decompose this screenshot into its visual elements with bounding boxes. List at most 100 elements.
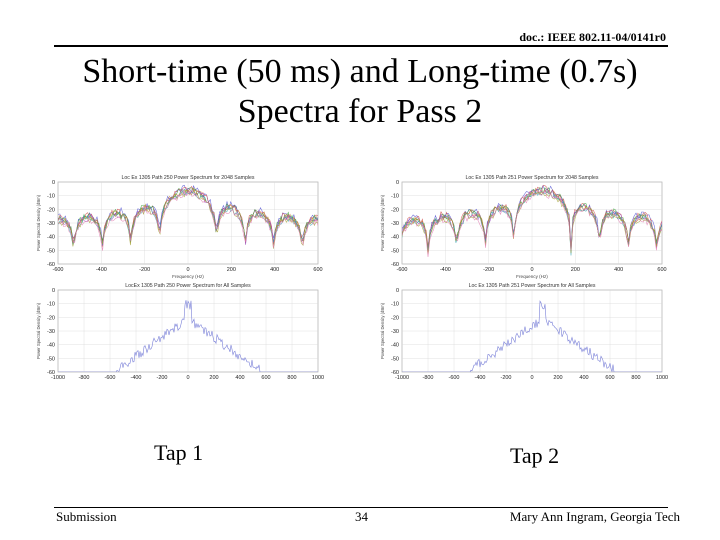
footer-page-number: 34 [355,509,368,524]
tap1-short-plot: Loc Ex 1305 Path 250 Power Spectrum for … [36,175,323,279]
tap1-short-xlabel: Frequency (Hz) [172,274,204,279]
caption-tap1: Tap 1 [154,440,204,465]
tap1-short-ytick: -30 [47,221,55,227]
tap2-short-xtick: -600 [396,267,407,273]
tap1-long-xtick: 200 [209,375,218,381]
tap1-long-xtick: -1000 [51,375,65,381]
tap1-long-plot: LocEx 1305 Path 250 Power Spectrum for A… [36,283,324,381]
tap2-long-xtick: 0 [530,375,533,381]
tap1-long-xtick: -800 [78,375,89,381]
tap2-short-ytick: -60 [391,262,399,268]
tap1-long-ytick: -30 [47,329,55,335]
tap1-short-xtick: -400 [96,267,107,273]
tap1-long-ytick: -10 [47,302,55,308]
tap2-long-xtick: -200 [500,375,511,381]
tap1-short-ytick: 0 [52,180,55,186]
tap2-long-ytick: -60 [391,370,399,376]
tap2-long-ytick: -40 [391,343,399,349]
tap1-long-ytick: -60 [47,370,55,376]
tap2-long-ylabel: Power Spectral Density (dBm) [380,302,385,359]
tap2-long-xtick: 800 [631,375,640,381]
document-id: doc.: IEEE 802.11-04/0141r0 [519,30,666,44]
tap1-short-trace [58,189,318,249]
tap2-long-xtick: -400 [474,375,485,381]
tap2-short-trace [402,185,662,251]
tap2-short-trace [402,191,662,255]
tap1-long-ytick: 0 [52,288,55,294]
tap1-short-ytick: -60 [47,262,55,268]
tap1-long-xtick: 600 [261,375,270,381]
tap2-short-ytick: -50 [391,248,399,254]
tap2-short-trace [402,188,662,251]
tap2-long-xtick: 600 [605,375,614,381]
tap2-short-xtick: 200 [571,267,580,273]
tap1-short-xtick: 200 [227,267,236,273]
tap2-short-xtick: 0 [530,267,533,273]
tap1-short-ytick: -50 [47,248,55,254]
tap1-short-xtick: 0 [186,267,189,273]
spectrum-figure-2: Loc Ex 1305 Path 251 Power Spectrum for … [380,175,668,381]
tap2-long-ytick: -10 [391,302,399,308]
tap1-long-xtick: -200 [156,375,167,381]
tap2-short-ytick: -30 [391,221,399,227]
tap1-long-xtick: 800 [287,375,296,381]
tap2-long-ytick: 0 [396,288,399,294]
tap2-short-trace [402,187,662,254]
tap1-short-ytick: -40 [47,235,55,241]
tap2-short-xtick: 400 [614,267,623,273]
tap2-short-xlabel: Frequency (Hz) [516,274,548,279]
slide-title: Short-time (50 ms) and Long-time (0.7s) … [82,53,638,130]
tap2-long-xtick: -1000 [395,375,409,381]
figure-tap2: Loc Ex 1305 Path 251 Power Spectrum for … [372,170,678,382]
tap2-long-ytick: -30 [391,329,399,335]
tap2-short-ytick: 0 [396,180,399,186]
tap1-long-xtick: -400 [130,375,141,381]
tap2-long-xtick: 400 [579,375,588,381]
figure-tap1: Loc Ex 1305 Path 250 Power Spectrum for … [28,170,334,382]
tap2-short-ytick: -40 [391,235,399,241]
tap2-long-xtick: 1000 [656,375,668,381]
slide-header: doc.: IEEE 802.11-04/0141r0 [54,30,668,47]
tap2-long-xtick: -600 [448,375,459,381]
tap2-long-plot: Loc Ex 1305 Path 251 Power Spectrum for … [380,283,668,381]
tap1-long-ytick: -20 [47,315,55,321]
tap1-short-xtick: -600 [52,267,63,273]
tap1-long-xtick: -600 [104,375,115,381]
tap1-long-xtick: 1000 [312,375,324,381]
tap2-short-xtick: -400 [440,267,451,273]
tap1-long-trace [58,300,318,372]
tap1-short-trace [58,184,318,243]
header-rule [54,45,668,47]
tap2-short-plot: Loc Ex 1305 Path 251 Power Spectrum for … [380,175,667,279]
tap2-short-xtick: -200 [483,267,494,273]
tap1-short-ytick: -20 [47,207,55,213]
tap2-long-xtick: 200 [553,375,562,381]
tap2-short-trace [402,189,662,258]
tap1-long-ylabel: Power Spectral Density (dBm) [36,302,41,359]
tap2-short-ytick: -10 [391,194,399,200]
tap2-short-trace [402,190,662,256]
spectrum-figure-1: Loc Ex 1305 Path 250 Power Spectrum for … [36,175,324,381]
tap2-long-title: Loc Ex 1305 Path 251 Power Spectrum for … [469,283,596,289]
tap2-long-trace [402,300,662,372]
tap1-short-ytick: -10 [47,194,55,200]
tap2-short-ylabel: Power Spectral Density (dBm) [380,194,385,251]
caption-tap2: Tap 2 [510,443,560,468]
tap1-long-xtick: 0 [186,375,189,381]
footer-submission: Submission [56,509,117,524]
tap1-long-xtick: 400 [235,375,244,381]
tap2-short-title: Loc Ex 1305 Path 251 Power Spectrum for … [466,175,599,181]
tap2-short-ytick: -20 [391,207,399,213]
tap2-long-xtick: -800 [422,375,433,381]
tap1-short-xtick: 400 [270,267,279,273]
tap1-short-trace [58,190,318,251]
tap1-short-ylabel: Power Spectral Density (dBm) [36,194,41,251]
tap1-long-ytick: -40 [47,343,55,349]
tap1-short-xtick: -200 [139,267,150,273]
footer-rule [54,507,668,508]
tap1-short-title: Loc Ex 1305 Path 250 Power Spectrum for … [122,175,255,181]
tap2-long-ytick: -50 [391,356,399,362]
tap2-long-ytick: -20 [391,315,399,321]
tap1-long-title: LocEx 1305 Path 250 Power Spectrum for A… [125,283,251,289]
tap1-long-ytick: -50 [47,356,55,362]
